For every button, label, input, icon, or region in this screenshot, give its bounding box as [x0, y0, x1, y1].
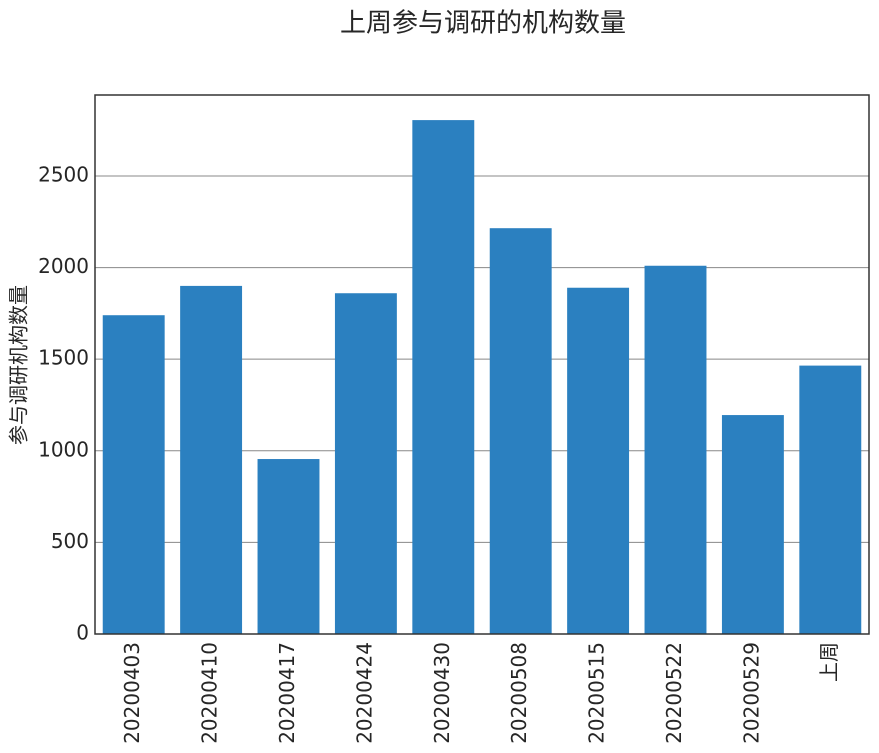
bar — [334, 293, 397, 634]
bar — [102, 315, 165, 634]
x-tick-label: 20200529 — [739, 642, 763, 744]
plot-frame — [94, 94, 870, 635]
x-tick-label: 20200410 — [198, 642, 222, 744]
bar — [799, 365, 862, 634]
y-tick-label: 1500 — [38, 346, 89, 370]
x-tick-label: 20200417 — [275, 642, 299, 744]
bar — [257, 459, 320, 634]
y-tick-label: 2000 — [38, 254, 89, 278]
x-tick-label: 上周 — [817, 642, 841, 682]
y-tick-label: 2500 — [38, 162, 89, 186]
y-tick-label: 1000 — [38, 437, 89, 461]
bar — [180, 285, 243, 634]
bar — [489, 228, 552, 634]
y-tick-label: 0 — [76, 621, 89, 645]
bar — [412, 120, 475, 634]
x-tick-label: 20200403 — [120, 642, 144, 744]
x-tick-label: 20200424 — [352, 642, 376, 744]
x-tick-label: 20200515 — [585, 642, 609, 744]
x-tick-label: 20200522 — [662, 642, 686, 744]
x-tick-label: 20200430 — [430, 642, 454, 744]
bar — [721, 415, 784, 634]
bar — [644, 265, 707, 634]
x-tick-label: 20200508 — [507, 642, 531, 744]
y-axis-label: 参与调研机构数量 — [7, 285, 31, 445]
chart-title: 上周参与调研的机构数量 — [340, 9, 626, 39]
y-tick-label: 500 — [51, 529, 89, 553]
bar — [567, 287, 630, 634]
